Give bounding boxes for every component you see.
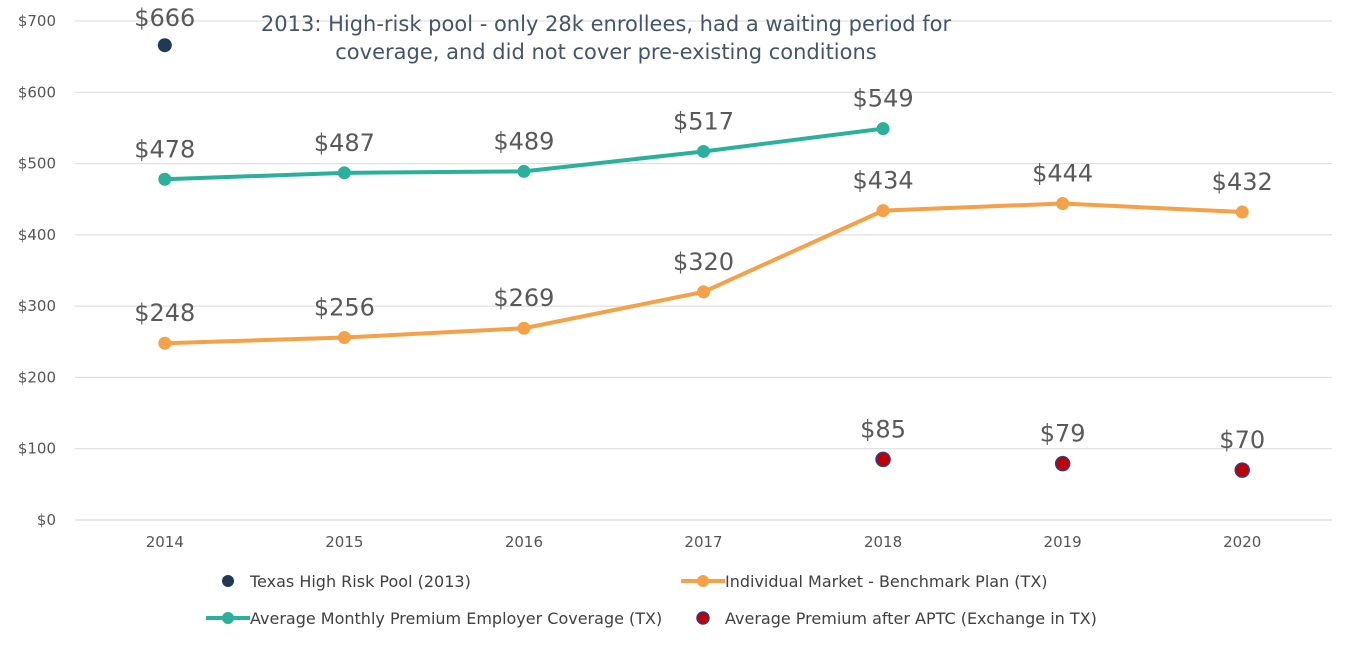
data-point (517, 321, 531, 335)
data-labels: $666 $248 $256 $269 $320 $434 $444 $432 $478 $487… (134, 4, 1273, 454)
x-axis: 2014 2015 2016 2017 2018 2019 2020 (146, 533, 1262, 551)
data-label: $489 (493, 127, 554, 155)
x-tick-label: 2014 (146, 533, 184, 551)
data-point (158, 336, 172, 350)
data-label: $269 (493, 284, 554, 312)
data-label: $432 (1212, 168, 1273, 196)
data-label: $444 (1032, 159, 1093, 187)
data-point (875, 451, 891, 468)
x-tick-label: 2018 (864, 533, 902, 551)
y-axis: $0 $100 $200 $300 $400 $500 $600 $700 (18, 12, 56, 529)
data-label: $70 (1219, 426, 1265, 454)
data-label: $256 (314, 294, 375, 322)
data-point (876, 204, 890, 218)
data-label: $85 (860, 415, 906, 443)
x-tick-label: 2015 (325, 533, 363, 551)
legend-label: Average Premium after APTC (Exchange in … (725, 609, 1097, 628)
legend-label: Average Monthly Premium Employer Coverag… (250, 609, 662, 628)
data-label: $478 (134, 135, 195, 163)
data-point (1056, 196, 1070, 210)
data-point (1234, 462, 1250, 478)
annotation-line-1: 2013: High-risk pool - only 28k enrollee… (261, 12, 952, 36)
y-tick-label: $200 (18, 368, 56, 386)
x-tick-label: 2017 (684, 533, 722, 551)
chart-annotation: 2013: High-risk pool - only 28k enrollee… (261, 12, 952, 64)
data-label: $549 (853, 85, 914, 113)
data-point (876, 122, 890, 136)
data-point (1235, 205, 1249, 219)
data-point (697, 285, 710, 299)
annotation-line-2: coverage, and did not cover pre-existing… (335, 40, 877, 64)
x-tick-label: 2020 (1223, 533, 1261, 551)
series-layer (157, 38, 1250, 478)
y-tick-label: $100 (18, 440, 56, 458)
data-point (697, 144, 710, 158)
x-tick-label: 2019 (1044, 533, 1082, 551)
data-point (337, 166, 351, 180)
y-tick-label: $400 (18, 226, 56, 244)
data-point (337, 331, 351, 345)
data-point (158, 172, 172, 186)
data-point (157, 38, 172, 53)
data-label: $248 (134, 299, 195, 327)
data-point (517, 164, 531, 178)
data-label: $487 (314, 129, 375, 157)
y-tick-label: $600 (18, 83, 56, 101)
data-label: $320 (673, 248, 734, 276)
gridlines (75, 20, 1332, 521)
y-tick-label: $0 (37, 511, 56, 529)
legend-swatch-marker (222, 575, 234, 587)
legend-swatch-marker (222, 612, 234, 624)
y-tick-label: $700 (18, 12, 56, 30)
data-label: $666 (134, 4, 195, 32)
data-label: $434 (853, 167, 914, 195)
y-tick-label: $500 (18, 155, 56, 173)
data-label: $79 (1040, 420, 1086, 448)
data-label: $517 (673, 107, 734, 135)
legend-label: Texas High Risk Pool (2013) (249, 572, 471, 591)
y-tick-label: $300 (18, 297, 56, 315)
legend-swatch-marker (696, 611, 710, 625)
legend: Texas High Risk Pool (2013) Individual Ma… (206, 572, 1097, 628)
data-point (1054, 455, 1071, 472)
legend-label: Individual Market - Benchmark Plan (TX) (725, 572, 1048, 591)
x-tick-label: 2016 (505, 533, 543, 551)
legend-swatch-marker (697, 575, 709, 587)
